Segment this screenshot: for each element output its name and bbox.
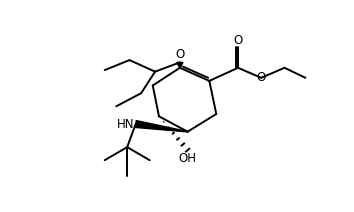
Text: O: O (175, 48, 184, 61)
Polygon shape (177, 62, 183, 68)
Text: O: O (233, 34, 242, 47)
Text: HN: HN (117, 117, 134, 131)
Text: OH: OH (179, 152, 196, 165)
Polygon shape (135, 121, 188, 132)
Text: O: O (257, 71, 266, 84)
